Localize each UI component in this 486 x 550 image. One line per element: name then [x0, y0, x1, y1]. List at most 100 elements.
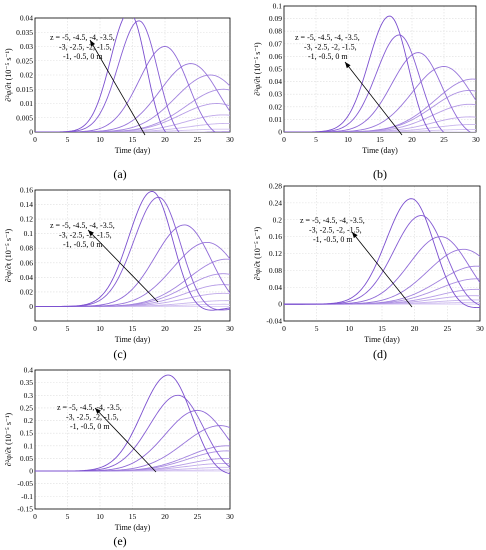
- chart-panel-3: 0 5 10 15 20 25 30-0.0400.040.080.120.160.20.2…: [253, 182, 484, 362]
- x-tick-label: 30: [226, 324, 234, 333]
- x-tick-label: 0: [33, 512, 37, 521]
- y-tick-label: 0: [278, 128, 282, 137]
- x-tick-label: 30: [476, 324, 484, 333]
- y-tick-label: 0.4: [24, 366, 34, 375]
- direction-arrow: [94, 407, 157, 473]
- y-tick-label: 0.08: [269, 27, 282, 36]
- z-annotation-line: -1, -0.5, 0 m: [308, 52, 348, 61]
- x-tick-label: 0: [33, 135, 37, 144]
- z-annotation-line: -3, -2.5, -2, -1.5,: [304, 43, 357, 52]
- x-tick-label: 10: [96, 324, 104, 333]
- x-tick-label: 20: [161, 512, 169, 521]
- plot-frame: [283, 185, 481, 322]
- y-tick-label: 0: [29, 467, 33, 476]
- arrow-head: [88, 230, 94, 236]
- panel-label: (e): [113, 534, 126, 548]
- y-tick-label: 0.005: [16, 113, 33, 122]
- series-line-z-1.5: [35, 63, 230, 132]
- y-tick-label: 0: [29, 302, 33, 311]
- direction-arrow: [344, 61, 403, 136]
- plot-frame: [34, 189, 231, 322]
- z-annotation-line: -3, -2.5, -2, -1.5,: [59, 43, 112, 52]
- y-tick-label: 0.04: [20, 14, 33, 23]
- y-tick-label: 0.35: [20, 378, 33, 387]
- arrow-head: [352, 232, 358, 239]
- z-annotation-line: -1, -0.5, 0 m: [63, 240, 103, 249]
- x-axis-label: Time (day): [115, 146, 151, 155]
- y-tick-label: 0.05: [20, 454, 33, 463]
- z-annotation-line: -3, -2.5, -2, -1.5,: [309, 226, 362, 235]
- z-annotation-line: z = -5, -4.5, -4, -3.5,: [50, 33, 115, 42]
- y-tick-label: 0.08: [20, 244, 33, 253]
- y-tick-label: 0.2: [273, 215, 283, 224]
- y-tick-label: 0.1: [273, 2, 283, 11]
- y-tick-label: 0.04: [269, 283, 282, 292]
- z-annotation-line: z = -5, -4.5, -4, -3.5,: [50, 221, 115, 230]
- z-annotation-line: z = -5, -4.5, -4, -3.5,: [57, 403, 122, 412]
- direction-arrow: [89, 39, 146, 136]
- z-annotation-line: -1, -0.5, 0 m: [70, 422, 110, 431]
- y-tick-label: 0.06: [269, 52, 282, 61]
- panel-label: (d): [373, 347, 387, 361]
- x-tick-label: 15: [129, 512, 137, 521]
- x-tick-label: 30: [226, 512, 234, 521]
- x-tick-label: 15: [129, 324, 137, 333]
- series-line-z0: [284, 15, 476, 132]
- series-line-z0: [35, 18, 230, 132]
- y-tick-label: 0.02: [20, 71, 33, 80]
- y-tick-label: 0.015: [16, 85, 33, 94]
- y-tick-label: 0.16: [269, 232, 282, 241]
- series-line-z0: [35, 191, 230, 311]
- y-tick-label: 0.01: [269, 115, 282, 124]
- z-annotation-line: z = -5, -4.5, -4, -3.5,: [295, 33, 360, 42]
- y-axis-label: ∂²φ/∂t (10⁻⁵ s⁻¹): [4, 412, 13, 466]
- y-tick-label: -0.15: [17, 505, 33, 514]
- y-tick-label: 0.02: [20, 287, 33, 296]
- y-tick-label: 0.2: [24, 416, 34, 425]
- panel-label: (a): [113, 167, 126, 181]
- x-axis-label: Time (day): [364, 335, 400, 344]
- x-tick-label: 15: [378, 324, 386, 333]
- y-tick-label: 0: [278, 300, 282, 309]
- direction-arrow: [87, 229, 159, 303]
- x-tick-label: 5: [66, 324, 70, 333]
- y-tick-label: 0.08: [269, 266, 282, 275]
- z-annotation: z = -5, -4.5, -4, -3.5, -3, -2.5, -2, -1.…: [50, 221, 115, 249]
- series-line-z0: [284, 198, 480, 308]
- x-tick-label: 20: [411, 324, 419, 333]
- x-tick-label: 10: [96, 135, 104, 144]
- x-tick-label: 25: [194, 512, 202, 521]
- x-tick-label: 15: [376, 135, 384, 144]
- x-tick-label: 30: [472, 135, 480, 144]
- y-tick-label: 0: [29, 128, 33, 137]
- y-tick-label: 0.03: [269, 90, 282, 99]
- y-tick-label: -0.1: [21, 492, 33, 501]
- y-tick-label: 0.03: [20, 42, 33, 51]
- series-line-z-3: [284, 103, 476, 132]
- x-axis-label: Time (day): [362, 146, 398, 155]
- x-tick-label: 25: [194, 135, 202, 144]
- z-annotation-line: -3, -2.5, -2, -1.5,: [59, 231, 112, 240]
- series-line-z-3.5: [284, 116, 476, 132]
- x-tick-label: 0: [282, 135, 286, 144]
- y-tick-label: 0.24: [269, 198, 282, 207]
- z-annotation: z = -5, -4.5, -4, -3.5, -3, -2.5, -2, -1.…: [295, 33, 360, 61]
- z-annotation-line: -1, -0.5, 0 m: [63, 52, 103, 61]
- series-line-z0: [35, 374, 230, 475]
- y-tick-label: 0.05: [269, 65, 282, 74]
- y-tick-label: 0.06: [20, 258, 33, 267]
- arrow-head: [95, 408, 101, 414]
- x-tick-label: 0: [282, 324, 286, 333]
- x-axis-label: Time (day): [115, 335, 151, 344]
- y-tick-label: -0.05: [17, 479, 33, 488]
- y-tick-label: 0.04: [269, 77, 282, 86]
- y-axis-label: ∂²φ/∂t (10⁻⁵ s⁻¹): [4, 228, 13, 282]
- x-tick-label: 30: [226, 135, 234, 144]
- z-annotation: z = -5, -4.5, -4, -3.5, -3, -2.5, -2, -1.…: [50, 33, 115, 61]
- y-tick-label: 0.025: [16, 56, 33, 65]
- y-tick-label: 0.16: [20, 186, 33, 195]
- y-tick-label: 0.1: [24, 229, 34, 238]
- series-line-z-4: [35, 123, 230, 132]
- z-annotation-line: -1, -0.5, 0 m: [313, 235, 353, 244]
- x-tick-label: 25: [440, 135, 448, 144]
